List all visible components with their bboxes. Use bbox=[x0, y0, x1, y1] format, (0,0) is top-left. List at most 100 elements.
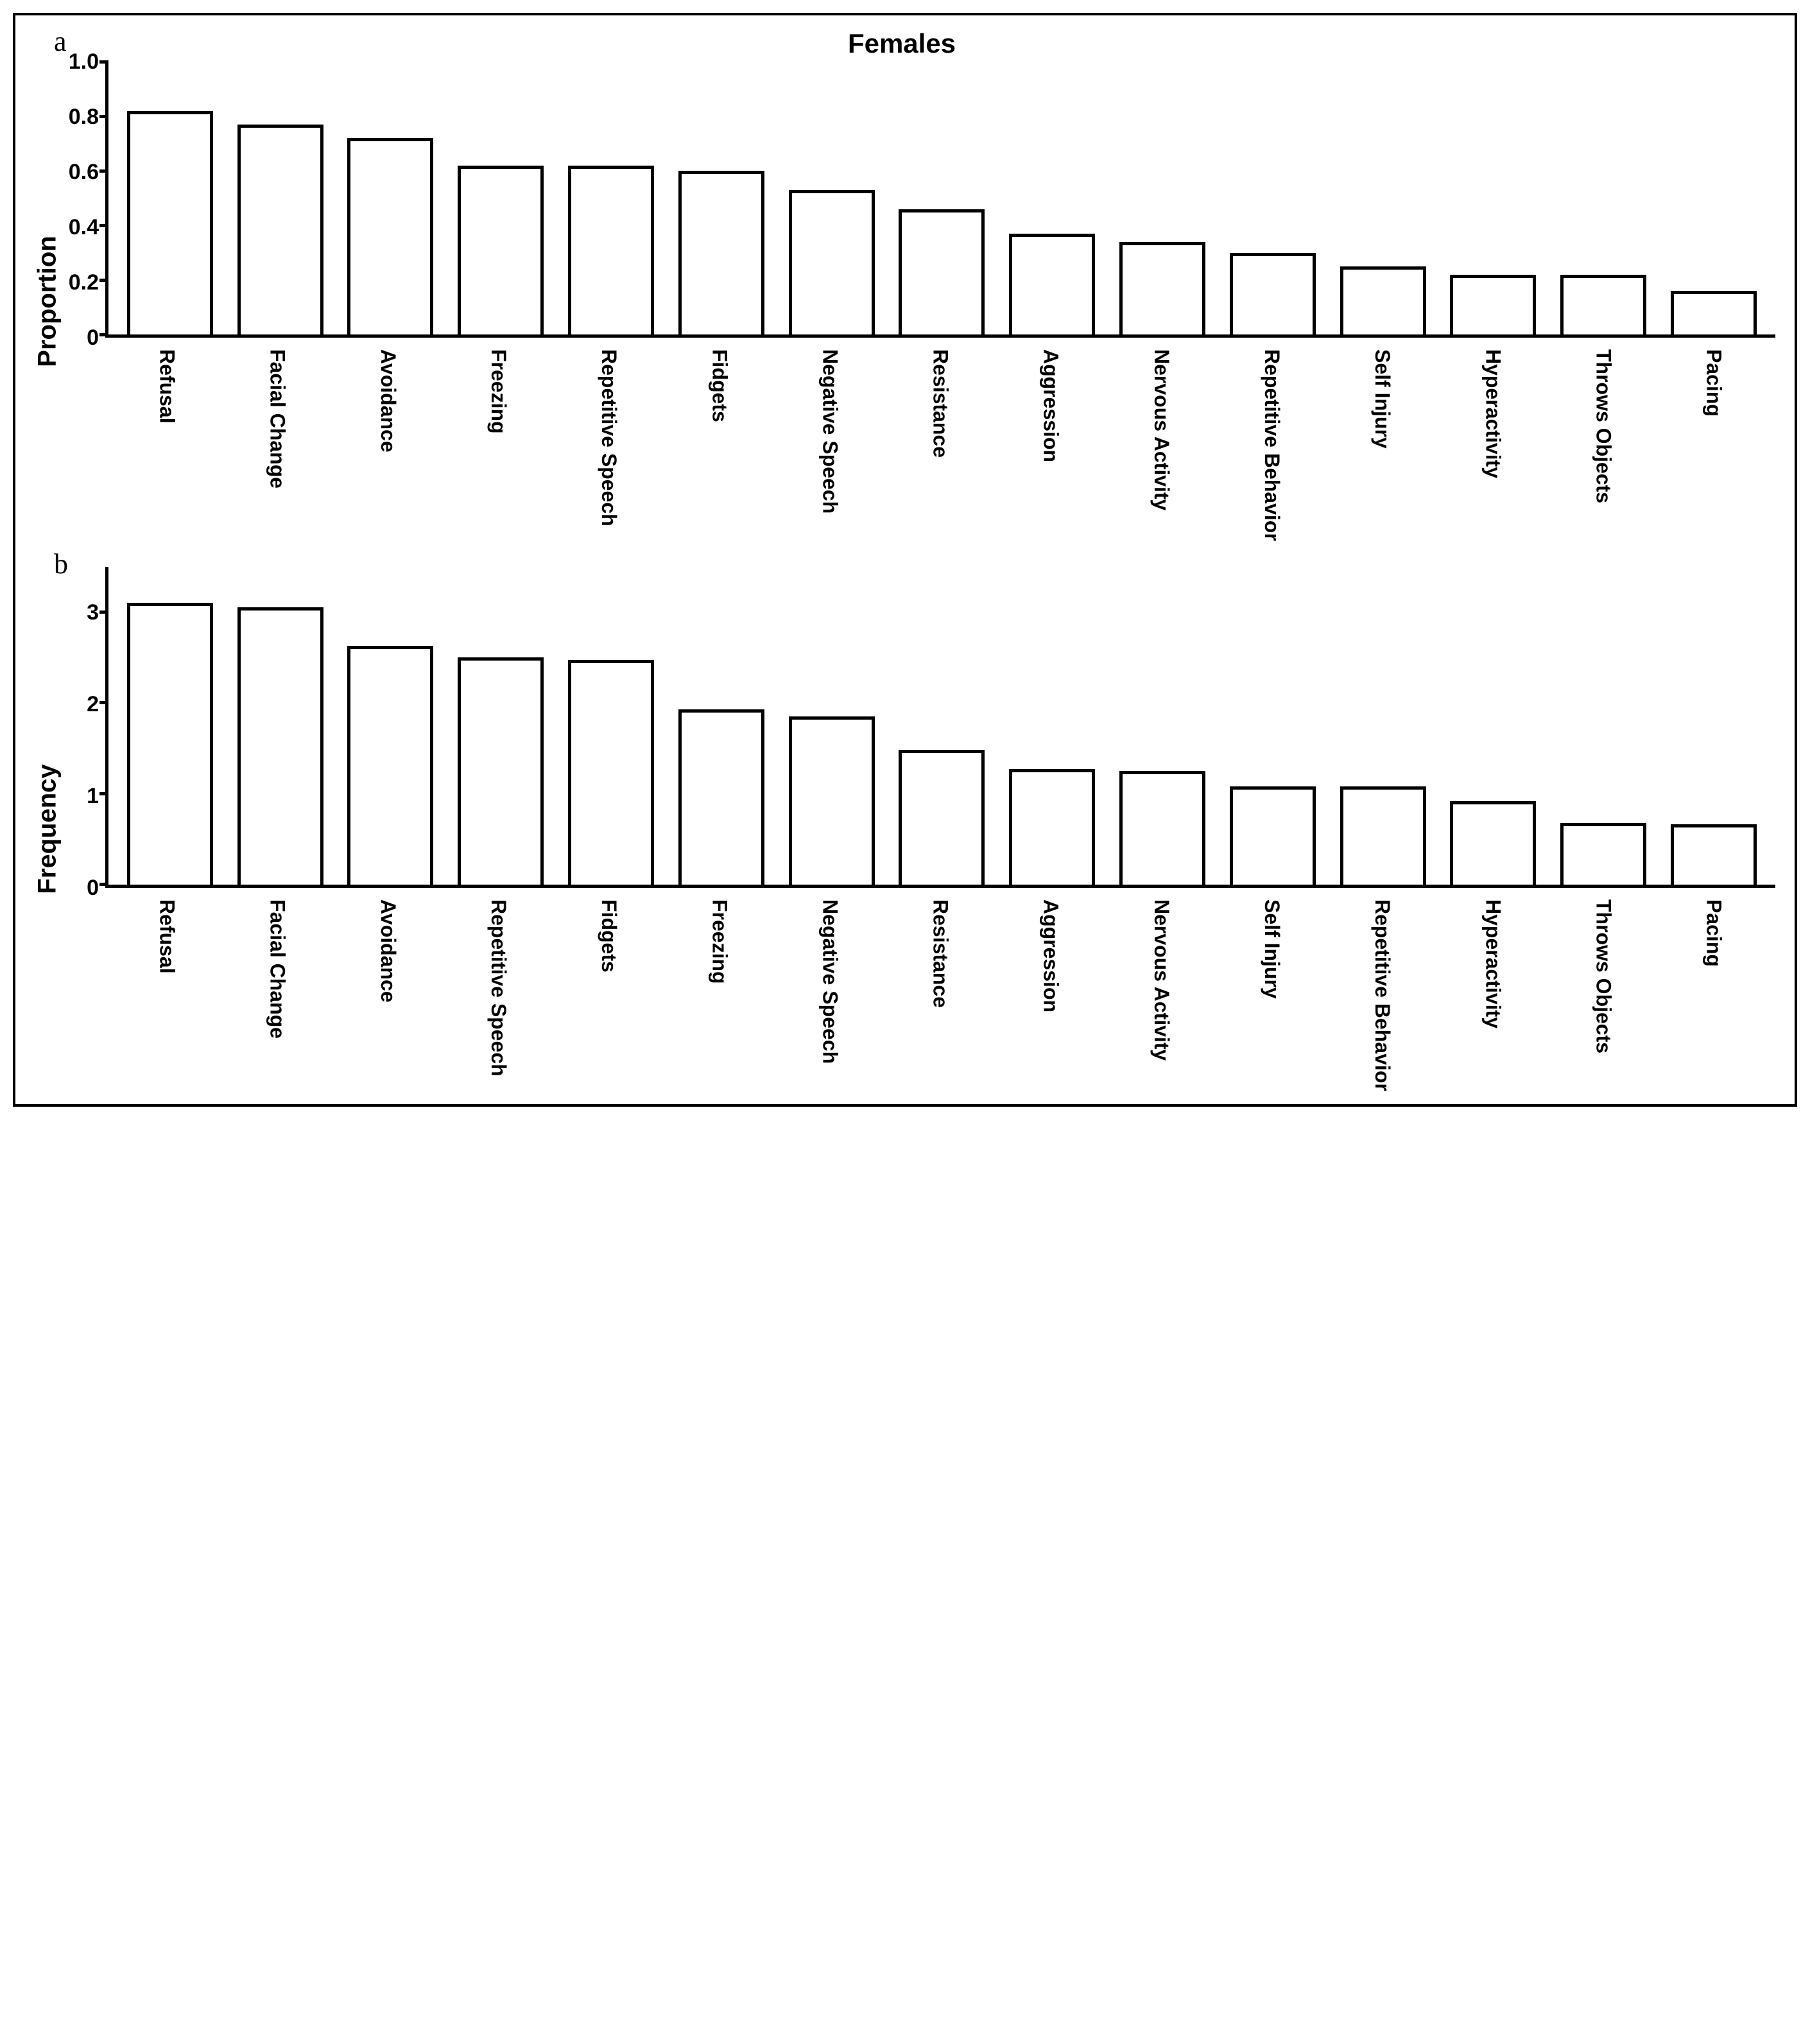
bar bbox=[899, 750, 985, 884]
x-axis-label: Hyperactivity bbox=[1481, 349, 1504, 541]
panel-b-label: b bbox=[54, 548, 68, 580]
bar bbox=[1230, 253, 1316, 335]
x-axis-label: Repetitive Speech bbox=[487, 899, 510, 1091]
x-label-slot: Facial Change bbox=[222, 899, 332, 1091]
x-label-slot: Throws Objects bbox=[1548, 349, 1659, 541]
bar bbox=[1340, 266, 1426, 334]
x-axis-label: Self Injury bbox=[1260, 899, 1284, 1091]
panel-b-xlabels: RefusalFacial ChangeAvoidanceRepetitive … bbox=[105, 899, 1775, 1091]
y-tick-mark bbox=[99, 224, 108, 227]
x-axis-label: Pacing bbox=[1702, 349, 1726, 541]
x-axis-label: Freezing bbox=[707, 899, 731, 1091]
x-label-slot: Self Injury bbox=[1216, 899, 1327, 1091]
bar-slot bbox=[115, 567, 225, 885]
x-axis-label: Resistance bbox=[929, 899, 952, 1091]
x-label-slot: Negative Speech bbox=[775, 349, 885, 541]
bar-slot bbox=[115, 62, 225, 334]
bar-slot bbox=[1328, 62, 1438, 334]
panel-b: b Frequency 3210 RefusalFacial ChangeAvo… bbox=[28, 567, 1775, 1091]
bar-slot bbox=[666, 567, 777, 885]
x-label-slot: Avoidance bbox=[332, 349, 443, 541]
x-label-slot: Nervous Activity bbox=[1106, 349, 1216, 541]
bar bbox=[237, 125, 323, 334]
bar-slot bbox=[1438, 567, 1549, 885]
bar bbox=[1671, 824, 1757, 884]
bar bbox=[568, 166, 654, 335]
x-label-slot: Aggression bbox=[996, 899, 1106, 1091]
y-tick-label: 3 bbox=[87, 602, 99, 623]
bar bbox=[678, 709, 764, 885]
x-axis-label: Self Injury bbox=[1370, 349, 1394, 541]
x-axis-label: Fidgets bbox=[597, 899, 621, 1091]
bar-slot bbox=[997, 567, 1107, 885]
x-label-slot: Resistance bbox=[885, 349, 996, 541]
bar bbox=[458, 657, 544, 885]
y-tick-label: 0.2 bbox=[69, 272, 99, 293]
y-tick-label: 0.6 bbox=[69, 161, 99, 183]
bar bbox=[347, 138, 433, 334]
y-tick-mark bbox=[99, 792, 108, 795]
y-tick-label: 0 bbox=[87, 877, 99, 899]
x-label-slot: Self Injury bbox=[1327, 349, 1438, 541]
y-tick-label: 1 bbox=[87, 785, 99, 807]
bar bbox=[127, 111, 213, 335]
panel-a-ylabel-wrap: Proportion bbox=[28, 62, 67, 541]
bar bbox=[347, 646, 433, 885]
x-label-slot: Freezing bbox=[443, 349, 553, 541]
bar bbox=[899, 209, 985, 335]
x-label-slot: Facial Change bbox=[222, 349, 332, 541]
bar bbox=[127, 603, 213, 884]
bar-slot bbox=[336, 567, 446, 885]
panel-a-label: a bbox=[54, 25, 67, 58]
x-axis-label: Throws Objects bbox=[1591, 899, 1615, 1091]
y-tick-mark bbox=[99, 169, 108, 173]
y-tick-label: 2 bbox=[87, 693, 99, 715]
bar-slot bbox=[887, 567, 997, 885]
x-label-slot: Freezing bbox=[664, 899, 775, 1091]
bar-slot bbox=[777, 567, 887, 885]
bar bbox=[1450, 801, 1536, 885]
x-label-slot: Aggression bbox=[996, 349, 1106, 541]
panel-b-ylabel: Frequency bbox=[33, 764, 62, 894]
bar bbox=[1009, 234, 1095, 334]
x-label-slot: Repetitive Speech bbox=[554, 349, 664, 541]
bar-slot bbox=[1107, 62, 1218, 334]
bar-slot bbox=[336, 62, 446, 334]
panel-a: a Females Proportion 1.00.80.60.40.20 Re… bbox=[28, 28, 1775, 541]
bar bbox=[568, 660, 654, 884]
bar bbox=[1671, 291, 1757, 334]
bar-slot bbox=[1328, 567, 1438, 885]
panel-a-plot-row: 1.00.80.60.40.20 bbox=[67, 62, 1775, 338]
bar bbox=[1230, 786, 1316, 885]
panel-b-ylabel-wrap: Frequency bbox=[28, 567, 67, 1091]
y-tick-mark bbox=[99, 60, 108, 64]
bar-slot bbox=[887, 62, 997, 334]
bar-slot bbox=[445, 62, 556, 334]
bar-slot bbox=[556, 567, 666, 885]
y-tick-label: 1.0 bbox=[69, 51, 99, 73]
bar bbox=[1119, 771, 1205, 885]
x-axis-label: Pacing bbox=[1702, 899, 1726, 1091]
x-axis-label: Negative Speech bbox=[818, 349, 841, 541]
x-axis-label: Nervous Activity bbox=[1150, 349, 1173, 541]
bar-slot bbox=[445, 567, 556, 885]
figure-container: a Females Proportion 1.00.80.60.40.20 Re… bbox=[13, 13, 1797, 1107]
x-axis-label: Refusal bbox=[155, 899, 179, 1091]
bar bbox=[1119, 242, 1205, 335]
bar-slot bbox=[1548, 62, 1659, 334]
y-tick-label: 0.4 bbox=[69, 216, 99, 238]
panel-b-ytick-marks bbox=[99, 567, 108, 885]
bar-slot bbox=[556, 62, 666, 334]
y-tick-mark bbox=[99, 611, 108, 614]
panel-a-ytick-marks bbox=[99, 62, 108, 334]
x-label-slot: Resistance bbox=[885, 899, 996, 1091]
figure-title: Females bbox=[28, 28, 1775, 59]
x-label-slot: Pacing bbox=[1659, 899, 1769, 1091]
bar bbox=[1560, 275, 1646, 335]
bar bbox=[1560, 823, 1646, 885]
y-tick-mark bbox=[99, 279, 108, 282]
x-axis-label: Repetitive Behavior bbox=[1370, 899, 1394, 1091]
x-label-slot: Hyperactivity bbox=[1438, 349, 1548, 541]
bar-slot bbox=[225, 62, 336, 334]
x-axis-label: Hyperactivity bbox=[1481, 899, 1504, 1091]
